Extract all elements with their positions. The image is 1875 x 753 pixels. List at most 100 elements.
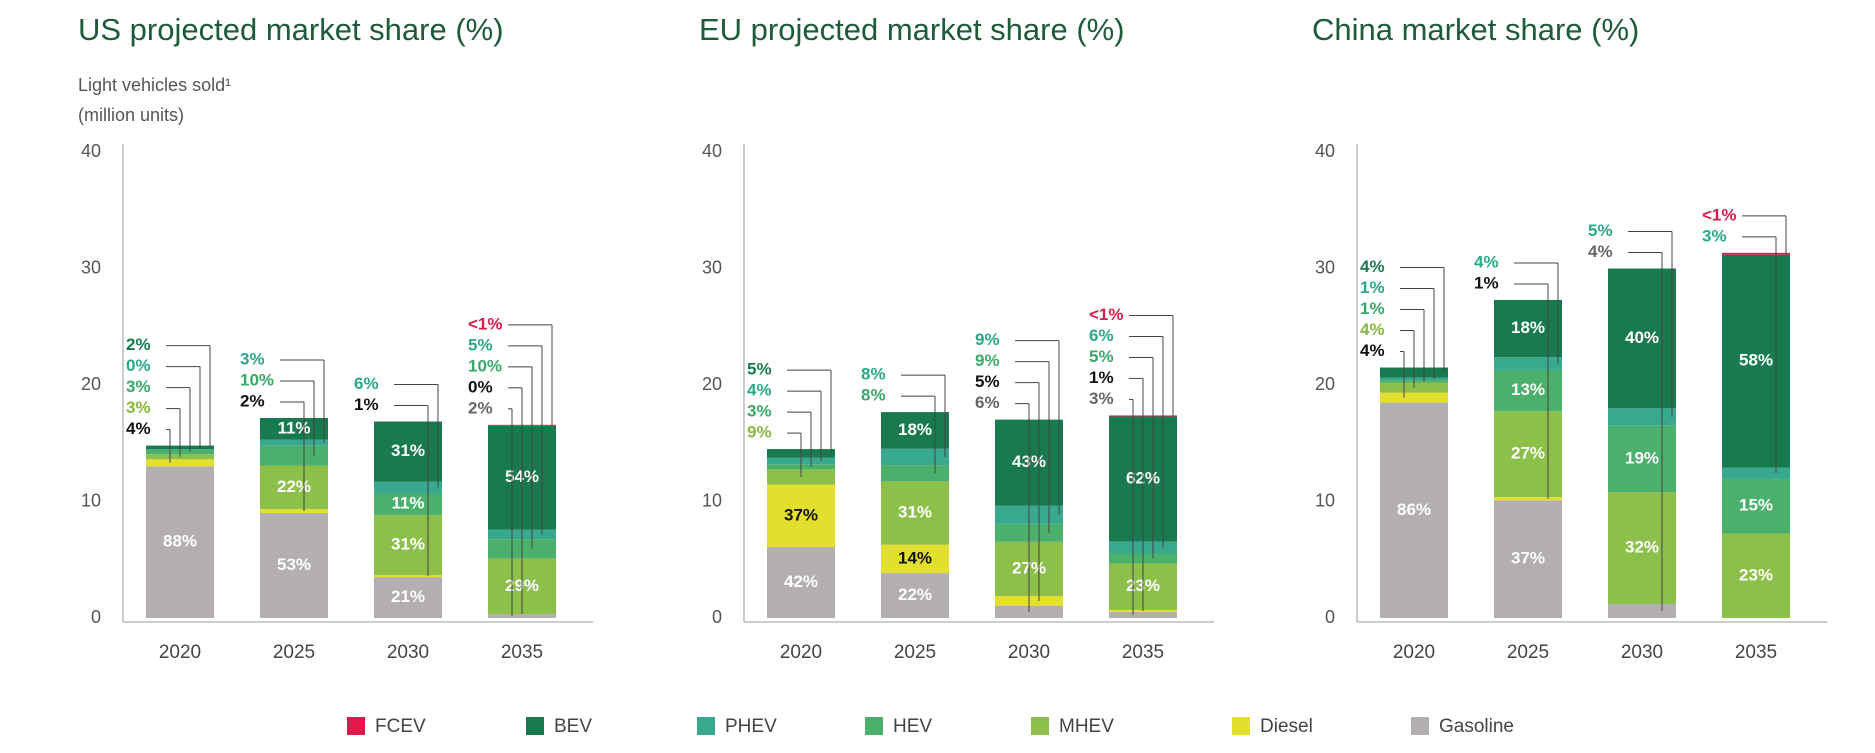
bar-segment <box>881 544 949 574</box>
bar-segment <box>1608 492 1676 605</box>
y-tick-label: 30 <box>702 257 722 277</box>
y-tick-label: 20 <box>702 374 722 394</box>
bar-segment <box>488 614 556 618</box>
callout-label: 2% <box>240 391 265 410</box>
y-tick-label: 10 <box>702 490 722 510</box>
bar-segment <box>260 509 328 514</box>
callout-label: 5% <box>1089 347 1114 366</box>
bar-segment <box>1608 425 1676 493</box>
bar-segment <box>1722 252 1790 255</box>
callout-label: 10% <box>468 356 502 375</box>
callout-label: 4% <box>1474 252 1499 271</box>
chart-title: China market share (%) <box>1312 12 1639 47</box>
bar-segment <box>374 577 442 618</box>
bar-segment <box>1494 357 1562 370</box>
callout-label: 5% <box>975 372 1000 391</box>
callout-label: 4% <box>126 419 151 438</box>
callout-label: <1% <box>1702 205 1737 224</box>
callout-label: 3% <box>747 402 772 421</box>
data-label: 14% <box>898 548 932 567</box>
data-label: 32% <box>1625 538 1659 557</box>
bar-segment <box>1109 611 1177 618</box>
legend-label: Diesel <box>1260 716 1313 737</box>
x-tick-label: 2030 <box>387 642 429 663</box>
bar-segment <box>881 412 949 449</box>
bar-segment <box>374 575 442 578</box>
y-tick-label: 40 <box>1315 141 1335 161</box>
bar-segment <box>374 421 442 482</box>
callout-label: 5% <box>1588 221 1613 240</box>
legend-label: HEV <box>893 716 932 737</box>
data-label: 15% <box>1739 496 1773 515</box>
bar-segment <box>1722 254 1790 468</box>
y-axis-label: (million units) <box>78 105 184 125</box>
callout-label: 3% <box>126 398 151 417</box>
data-label: 18% <box>898 420 932 439</box>
y-axis-label: Light vehicles sold¹ <box>78 75 231 95</box>
callout-label: 1% <box>354 395 379 414</box>
data-label: 58% <box>1739 351 1773 370</box>
data-label: 23% <box>1739 565 1773 584</box>
y-tick-label: 30 <box>1315 257 1335 277</box>
callout-label: 1% <box>1360 299 1385 318</box>
bar-segment <box>260 439 328 446</box>
data-label: 31% <box>898 502 932 521</box>
y-tick-label: 10 <box>1315 490 1335 510</box>
data-label: 31% <box>391 535 425 554</box>
data-label: 42% <box>784 572 818 591</box>
bar-segment <box>146 466 214 618</box>
legend-label: MHEV <box>1059 716 1114 737</box>
x-tick-label: 2020 <box>1393 642 1435 663</box>
bar-segment <box>1722 533 1790 618</box>
data-label: 86% <box>1397 500 1431 519</box>
bar-segment <box>767 547 835 618</box>
bar-segment <box>146 459 214 467</box>
bar-segment <box>1494 299 1562 358</box>
data-label: 13% <box>1511 380 1545 399</box>
y-tick-label: 0 <box>1325 607 1335 627</box>
callout-label: 0% <box>126 356 151 375</box>
callout-label: 10% <box>240 370 274 389</box>
bar-segment <box>260 417 328 440</box>
y-tick-label: 20 <box>81 374 101 394</box>
x-tick-label: 2025 <box>894 642 936 663</box>
legend-swatch <box>1031 717 1049 735</box>
callout-label: 3% <box>126 377 151 396</box>
bar-segment <box>374 481 442 494</box>
x-tick-label: 2020 <box>159 642 201 663</box>
y-tick-label: 20 <box>1315 374 1335 394</box>
bar-segment <box>260 465 328 510</box>
bar-segment <box>1494 411 1562 498</box>
callout-label: 3% <box>1702 226 1727 245</box>
legend-swatch <box>347 717 365 735</box>
y-tick-label: 40 <box>81 141 101 161</box>
bar-segment <box>1608 268 1676 409</box>
bar-segment <box>374 493 442 515</box>
legend-swatch <box>1411 717 1429 735</box>
y-tick-label: 0 <box>91 607 101 627</box>
bar-segment <box>374 514 442 576</box>
bar-segment <box>881 465 949 482</box>
chart-title: US projected market share (%) <box>78 12 504 47</box>
legend-swatch <box>1232 717 1250 735</box>
x-tick-label: 2030 <box>1621 642 1663 663</box>
data-label: 18% <box>1511 318 1545 337</box>
callout-label: 3% <box>240 349 265 368</box>
callout-label: 5% <box>747 360 772 379</box>
data-label: 22% <box>277 477 311 496</box>
bar-segment <box>260 445 328 466</box>
x-tick-label: 2030 <box>1008 642 1050 663</box>
bar-segment <box>1380 392 1448 403</box>
bar-segment <box>1380 402 1448 618</box>
bar-segment <box>1722 478 1790 534</box>
legend-label: BEV <box>554 716 592 737</box>
data-label: 88% <box>163 532 197 551</box>
data-label: 31% <box>391 441 425 460</box>
data-label: 21% <box>391 587 425 606</box>
callout-label: 4% <box>747 381 772 400</box>
callout-label: 2% <box>126 335 151 354</box>
x-tick-label: 2025 <box>1507 642 1549 663</box>
chart-title: EU projected market share (%) <box>699 12 1125 47</box>
callout-label: 3% <box>1089 389 1114 408</box>
